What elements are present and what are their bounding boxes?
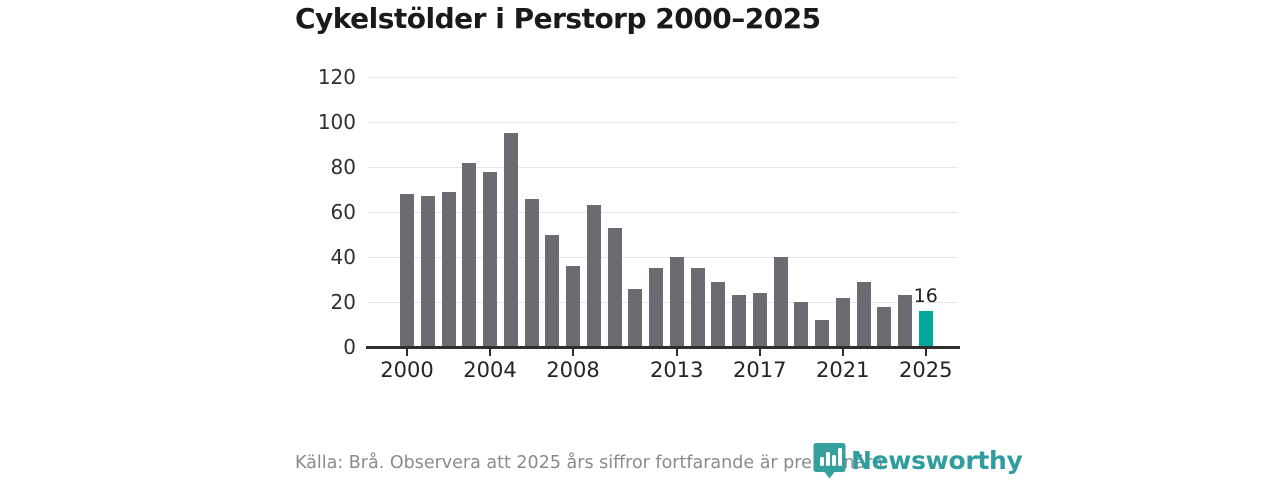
gridline-100: [368, 121, 958, 123]
gridline-60: [368, 211, 958, 213]
x-tick-label-2004: 2004: [463, 358, 517, 382]
bar-2012: [649, 268, 663, 347]
x-tick-label-2000: 2000: [380, 358, 434, 382]
gridline-80: [368, 166, 958, 168]
bar-2010: [607, 227, 622, 347]
x-tick-2008: [572, 349, 574, 356]
x-tick-label-2008: 2008: [546, 358, 600, 382]
gridline-40: [368, 256, 958, 258]
bar-2025: [918, 311, 933, 347]
bar-2002: [441, 191, 456, 347]
x-tick-2017: [758, 349, 761, 356]
bar-2003: [462, 162, 477, 347]
bar-2001: [420, 196, 435, 347]
bar-2008: [566, 266, 580, 347]
bar-2014: [690, 268, 705, 347]
bar-2020: [815, 320, 829, 347]
bar-2015: [711, 281, 726, 347]
bar-2021: [835, 297, 850, 347]
chart-title: Cykelstölder i Perstorp 2000–2025: [295, 2, 821, 35]
gridline-20: [368, 301, 958, 303]
bar-2024: [898, 295, 912, 347]
x-tick-label-2013: 2013: [650, 358, 704, 382]
bar-2005: [503, 133, 518, 347]
y-tick-label-100: 100: [317, 110, 356, 134]
bar-2013: [669, 257, 684, 347]
value-label-2025: 16: [913, 285, 938, 307]
x-tick-2000: [406, 349, 408, 356]
bar-2019: [794, 302, 809, 347]
x-tick-label-2021: 2021: [816, 358, 870, 382]
y-tick-label-80: 80: [330, 155, 356, 179]
bar-2006: [524, 198, 539, 347]
bar-2009: [586, 205, 601, 347]
x-axis-line: [366, 346, 960, 349]
bar-2018: [773, 257, 788, 347]
y-tick-label-20: 20: [330, 290, 356, 314]
x-tick-2004: [489, 349, 491, 356]
x-tick-2013: [675, 349, 678, 356]
bar-2000: [400, 194, 414, 347]
newsworthy-shield-barchart-icon: [813, 442, 846, 479]
bar-2011: [628, 288, 643, 347]
gridline-120: [368, 76, 958, 78]
y-tick-label-0: 0: [343, 335, 356, 359]
y-tick-label-120: 120: [317, 65, 356, 89]
bar-2007: [545, 234, 560, 347]
bar-2023: [877, 306, 892, 347]
x-tick-2025: [924, 349, 927, 356]
newsworthy-logo: Newsworthy: [813, 441, 1023, 479]
bar-2016: [732, 295, 746, 347]
source-note: Källa: Brå. Observera att 2025 års siffr…: [295, 453, 889, 473]
bar-chart-plot-area: [368, 76, 958, 347]
x-tick-2021: [841, 349, 844, 356]
bar-2004: [483, 171, 497, 347]
newsworthy-logo-text: Newsworthy: [851, 445, 1023, 475]
x-tick-label-2025: 2025: [899, 358, 953, 382]
x-tick-label-2017: 2017: [733, 358, 787, 382]
bar-2022: [856, 281, 871, 347]
y-tick-label-60: 60: [330, 200, 356, 224]
bar-2017: [752, 293, 767, 347]
y-tick-label-40: 40: [330, 245, 356, 269]
